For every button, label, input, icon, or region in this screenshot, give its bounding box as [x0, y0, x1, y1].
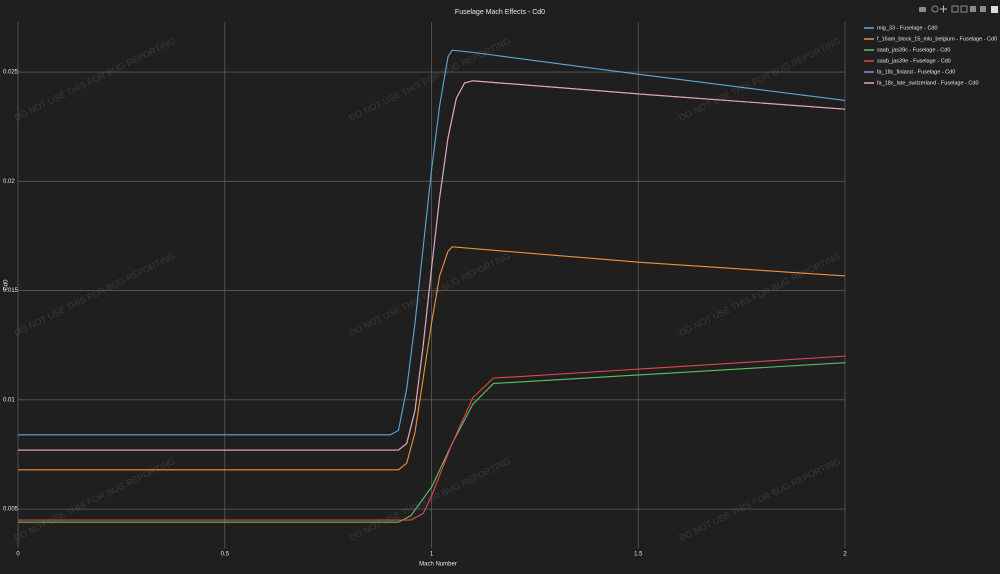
- y-tick-label: 0.02: [3, 179, 15, 185]
- y-tick-label: 0.015: [3, 288, 19, 294]
- watermark: DO NOT USE THIS FOR BUG REPORTING: [678, 456, 842, 543]
- toolbar: [919, 5, 998, 13]
- series-line: [18, 355, 846, 521]
- chart-title: Fuselage Mach Effects - Cd0: [455, 9, 545, 16]
- legend-label: f_16am_block_15_mlu_belgium - Fuselage -…: [877, 36, 997, 42]
- watermark: DO NOT USE THIS FOR BUG REPORTING: [348, 36, 512, 123]
- watermark: DO NOT USE THIS FOR BUG REPORTING: [13, 36, 177, 123]
- legend-item[interactable]: f_16am_block_15_mlu_belgium - Fuselage -…: [864, 36, 997, 42]
- legend-label: fa_18c_finland - Fuselage - Cd0: [877, 69, 955, 75]
- watermark: DO NOT USE THIS FOR BUG REPORTING: [13, 456, 177, 543]
- legend-label: mig_33 - Fuselage - Cd0: [877, 25, 938, 31]
- y-tick-label: 0.01: [3, 397, 15, 403]
- legend-item[interactable]: saab_jas39c - Fuselage - Cd0: [864, 47, 950, 53]
- series-line: [18, 246, 846, 471]
- zoom-out-icon[interactable]: [960, 5, 968, 13]
- legend-label: saab_jas39e - Fuselage - Cd0: [877, 58, 951, 64]
- y-tick-label: 0.025: [3, 70, 19, 76]
- x-tick-label: 1: [430, 552, 434, 558]
- y-tick-label: 0.005: [3, 507, 19, 513]
- x-axis-label: Mach Number: [419, 562, 457, 568]
- watermark: DO NOT USE THIS FOR BUG REPORTING: [678, 36, 842, 123]
- pan-icon[interactable]: [940, 5, 947, 13]
- zoom-in-icon[interactable]: [951, 5, 959, 13]
- y-axis-label: Cd0: [4, 279, 10, 291]
- legend-item[interactable]: mig_33 - Fuselage - Cd0: [864, 25, 938, 31]
- reset-icon[interactable]: [980, 6, 986, 12]
- logo-icon[interactable]: [991, 6, 998, 13]
- x-tick-label: 2: [843, 552, 847, 558]
- x-tick-label: 0: [16, 552, 20, 558]
- legend-item[interactable]: fa_18c_finland - Fuselage - Cd0: [864, 69, 955, 75]
- watermark: DO NOT USE THIS FOR BUG REPORTING: [678, 251, 842, 338]
- x-tick-label: 0.5: [221, 552, 230, 558]
- watermark: DO NOT USE THIS FOR BUG REPORTING: [348, 251, 512, 338]
- legend-item[interactable]: fa_18c_late_switzerland - Fuselage - Cd0: [864, 80, 979, 86]
- legend-label: saab_jas39c - Fuselage - Cd0: [877, 47, 950, 53]
- series-line: [18, 49, 846, 436]
- legend-label: fa_18c_late_switzerland - Fuselage - Cd0: [877, 80, 979, 86]
- x-tick-label: 1.5: [634, 552, 643, 558]
- autoscale-icon[interactable]: [970, 6, 976, 12]
- camera-icon[interactable]: [919, 7, 926, 12]
- legend-item[interactable]: saab_jas39e - Fuselage - Cd0: [864, 58, 951, 64]
- zoom-icon[interactable]: [931, 5, 939, 13]
- watermark: DO NOT USE THIS FOR BUG REPORTING: [13, 251, 177, 338]
- series-line: [18, 80, 846, 451]
